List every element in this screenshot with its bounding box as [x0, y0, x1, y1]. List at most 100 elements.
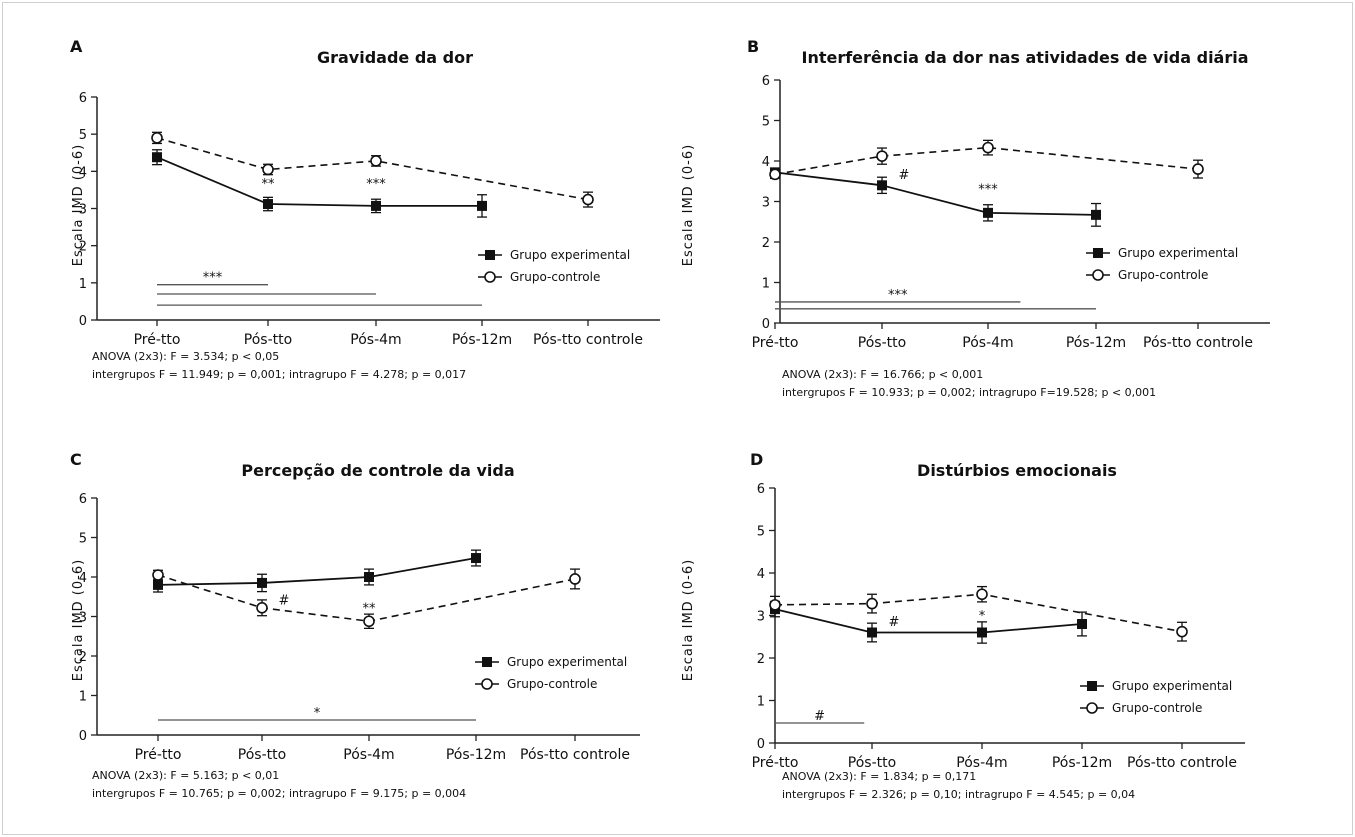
x-tick-label: Pós-tto — [858, 335, 906, 351]
data-point — [877, 180, 887, 191]
panel-title: Percepção de controle da vida — [241, 461, 514, 480]
x-tick-label: Pós-12m — [452, 332, 512, 348]
data-point — [769, 168, 781, 181]
x-tick-label: Pós-4m — [956, 755, 1007, 771]
stats-line: intergrupos F = 10.933; p = 0,002; intra… — [782, 386, 1156, 399]
y-tick-label: 3 — [79, 611, 87, 626]
data-point — [477, 200, 487, 211]
series-line — [774, 608, 1083, 634]
data-point — [257, 577, 267, 588]
significance-bar-label: * — [314, 706, 321, 721]
data-point — [1091, 209, 1101, 220]
y-tick-label: 5 — [79, 128, 87, 143]
series-line — [774, 146, 1199, 176]
y-tick-label: 3 — [757, 610, 765, 625]
significance-mark: ** — [262, 177, 276, 192]
panel-letter: B — [747, 37, 759, 56]
significance-mark: # — [899, 168, 910, 183]
stats-line: ANOVA (2x3): F = 16.766; p < 0,001 — [782, 368, 983, 381]
panel-letter: C — [70, 450, 82, 469]
x-tick-label: Pós-tto controle — [533, 332, 643, 348]
data-point — [876, 150, 888, 162]
data-point — [866, 597, 878, 610]
y-tick-label: 1 — [79, 690, 87, 705]
y-tick-label: 4 — [79, 571, 87, 586]
data-point — [256, 602, 268, 614]
data-point — [1077, 619, 1087, 629]
x-tick-label: Pós-4m — [350, 332, 401, 348]
data-point — [263, 199, 273, 210]
legend-label: Grupo-controle — [507, 677, 597, 691]
data-point — [982, 141, 994, 154]
y-tick-label: 4 — [762, 155, 770, 170]
y-tick-label: 2 — [762, 236, 770, 251]
series-controle — [151, 131, 594, 208]
significance-mark: # — [279, 594, 290, 609]
series-controle — [769, 585, 1188, 642]
panel-letter: D — [750, 450, 763, 469]
x-tick-label: Pré-tto — [752, 335, 799, 351]
panel-title: Distúrbios emocionais — [917, 461, 1117, 480]
legend-label: Grupo experimental — [507, 655, 627, 669]
series-experimental — [152, 149, 487, 218]
x-tick-label: Pós-tto controle — [520, 747, 630, 763]
legend-marker — [1087, 681, 1097, 691]
stats-line: intergrupos F = 10.765; p = 0,002; intra… — [92, 787, 466, 800]
series-controle — [152, 568, 581, 629]
data-point — [582, 193, 594, 206]
significance-bar-label: # — [814, 709, 825, 724]
legend: Grupo experimental Grupo-controle — [475, 655, 627, 691]
stats-line: ANOVA (2x3): F = 3.534; p < 0,05 — [92, 350, 279, 363]
data-point — [151, 132, 163, 144]
series-line — [157, 557, 477, 586]
y-tick-label: 6 — [79, 91, 87, 106]
stats-line: ANOVA (2x3): F = 1.834; p = 0,171 — [782, 770, 976, 783]
y-axis-label: Escala IMD (0-6) — [71, 559, 86, 681]
panel-c: C Percepção de controle da vida 0 1 2 3 4 5 6 Pré… — [70, 450, 640, 800]
y-tick-label: 0 — [79, 729, 87, 744]
x-tick-label: Pós-12m — [1066, 335, 1126, 351]
x-tick-label: Pós-tto — [848, 755, 896, 771]
y-axis-label: Escala IMD (0-6) — [681, 144, 696, 266]
y-tick-label: 4 — [79, 165, 87, 180]
significance-mark: *** — [366, 177, 386, 192]
y-tick-label: 4 — [757, 567, 765, 582]
series-line — [774, 593, 1183, 633]
data-point — [977, 627, 987, 638]
y-tick-label: 5 — [79, 532, 87, 547]
series-experimental — [770, 600, 1087, 644]
legend-label: Grupo-controle — [1118, 268, 1208, 282]
x-tick-label: Pós-tto — [244, 332, 292, 348]
legend: Grupo experimental Grupo-controle — [1080, 679, 1232, 715]
data-point — [1192, 163, 1204, 175]
data-point — [262, 163, 274, 176]
stats-line: intergrupos F = 2.326; p = 0,10; intragr… — [782, 788, 1135, 801]
y-tick-label: 2 — [79, 650, 87, 665]
data-point — [769, 599, 781, 611]
data-point — [1176, 625, 1188, 638]
panel-title: Interferência da dor nas atividades de v… — [801, 48, 1248, 67]
y-tick-label: 2 — [79, 240, 87, 255]
data-point — [569, 573, 581, 585]
x-tick-label: Pós-tto — [238, 747, 286, 763]
y-axis-label: Escala IMD (0-6) — [681, 559, 696, 681]
y-tick-label: 6 — [79, 492, 87, 507]
legend-marker — [482, 657, 492, 667]
legend: Grupo experimental Grupo-controle — [478, 248, 630, 284]
series-experimental — [153, 549, 481, 593]
panel-letter: A — [70, 37, 83, 56]
legend-marker — [1093, 248, 1103, 258]
data-point — [867, 627, 877, 638]
y-tick-label: 1 — [79, 277, 87, 292]
x-tick-label: Pós-12m — [446, 747, 506, 763]
legend-marker — [484, 271, 496, 283]
y-tick-label: 5 — [762, 115, 770, 130]
series-controle — [769, 139, 1204, 181]
stats-line: ANOVA (2x3): F = 5.163; p < 0,01 — [92, 769, 279, 782]
y-tick-label: 1 — [757, 695, 765, 710]
series-line — [156, 156, 482, 207]
series-line — [774, 171, 1097, 216]
x-tick-label: Pós-tto controle — [1127, 755, 1237, 771]
data-point — [371, 200, 381, 211]
